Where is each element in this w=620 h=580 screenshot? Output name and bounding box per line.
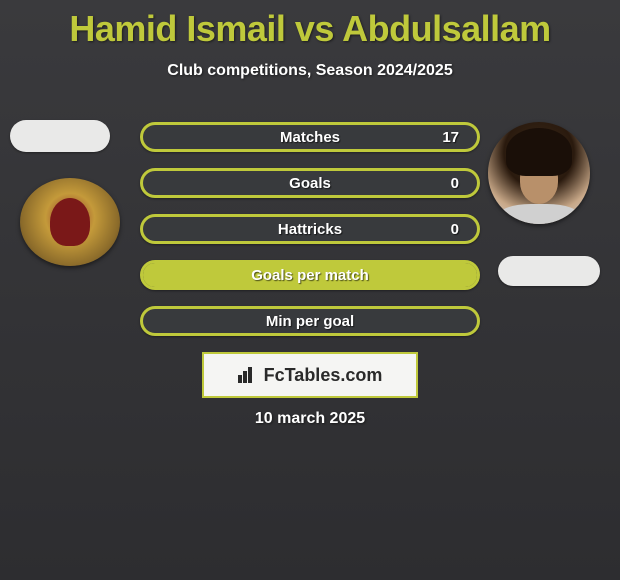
branding-box[interactable]: FcTables.com [202, 352, 418, 398]
player-photo-icon [488, 122, 590, 224]
stat-value: 17 [442, 129, 459, 146]
stat-row-matches: Matches 17 [140, 122, 480, 152]
stat-label: Hattricks [278, 221, 342, 238]
stat-value: 0 [451, 221, 459, 238]
right-blank-ellipse [498, 256, 600, 286]
stat-label: Min per goal [266, 313, 354, 330]
subtitle: Club competitions, Season 2024/2025 [0, 62, 620, 80]
stat-row-goals: Goals 0 [140, 168, 480, 198]
left-blank-ellipse [10, 120, 110, 152]
bar-chart-icon [238, 367, 258, 383]
date-text: 10 march 2025 [255, 410, 365, 428]
club-badge-icon [20, 178, 120, 266]
stats-list: Matches 17 Goals 0 Hattricks 0 Goals per… [140, 122, 480, 352]
stat-row-hattricks: Hattricks 0 [140, 214, 480, 244]
stat-value: 0 [451, 175, 459, 192]
badge-inner-shape [50, 198, 90, 246]
stat-row-min-per-goal: Min per goal [140, 306, 480, 336]
brand-text: FcTables.com [264, 365, 383, 386]
player-face [488, 122, 590, 224]
stat-label: Goals per match [251, 267, 369, 284]
stat-label: Goals [289, 175, 331, 192]
stat-row-goals-per-match: Goals per match [140, 260, 480, 290]
stat-label: Matches [280, 129, 340, 146]
page-title: Hamid Ismail vs Abdulsallam [0, 0, 620, 50]
